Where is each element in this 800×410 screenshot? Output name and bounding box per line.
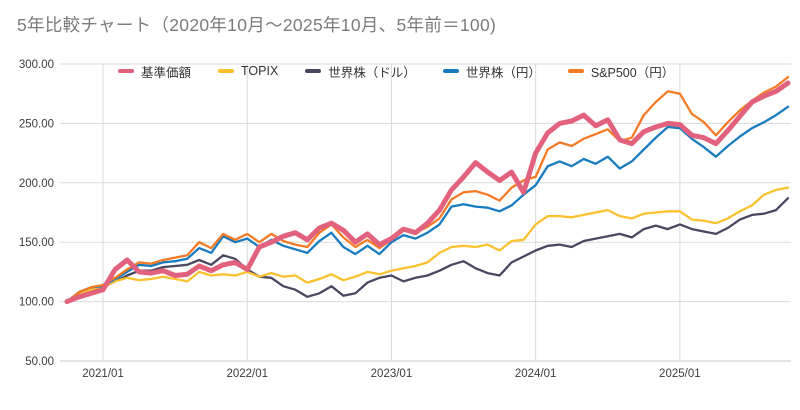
y-axis-tick-label: 300.00 <box>19 59 54 71</box>
y-axis-tick-label: 100.00 <box>19 297 54 309</box>
legend-item-sp500-jpy[interactable]: S&P500（円） <box>567 62 675 81</box>
series-line-世界株（円） <box>65 105 790 303</box>
legend-label: 世界株（円） <box>465 65 541 80</box>
sp500-jpy-series-swatch-icon <box>567 68 584 74</box>
world-jpy-series-swatch-icon <box>442 68 459 74</box>
legend-label: TOPIX <box>241 64 279 78</box>
x-axis-tick-label: 2024/01 <box>515 368 557 380</box>
chart-legend: 基準価額 TOPIX 世界株（ドル） 世界株（円） S&P500（円） <box>118 60 674 82</box>
y-axis-tick-label: 200.00 <box>19 178 54 190</box>
series-line-S&P500（円） <box>65 75 790 303</box>
x-axis-tick-label: 2022/01 <box>226 368 268 380</box>
chart-title: 5年比較チャート（2020年10月～2025年10月、5年前＝100) <box>17 15 497 35</box>
legend-item-fund[interactable]: 基準価額 <box>118 62 191 81</box>
legend-label: S&P500（円） <box>590 65 675 80</box>
legend-item-world-usd[interactable]: 世界株（ドル） <box>305 62 416 81</box>
series-line-TOPIX <box>65 186 790 303</box>
y-axis-tick-label: 50.00 <box>25 356 54 368</box>
legend-label: 世界株（ドル） <box>328 65 416 80</box>
legend-item-world-jpy[interactable]: 世界株（円） <box>442 62 541 81</box>
x-axis-tick-label: 2023/01 <box>371 368 413 380</box>
x-axis-tick-label: 2021/01 <box>82 368 124 380</box>
legend-label: 基準価額 <box>141 65 192 80</box>
x-axis-tick-label: 2025/01 <box>659 368 701 380</box>
world-usd-series-swatch-icon <box>305 68 322 74</box>
y-axis-tick-label: 150.00 <box>19 237 54 249</box>
fund-series-swatch-icon <box>118 68 134 74</box>
topix-series-swatch-icon <box>218 68 235 74</box>
series-line-世界株（ドル） <box>65 197 790 303</box>
y-axis-tick-label: 250.00 <box>19 118 54 130</box>
legend-item-topix[interactable]: TOPIX <box>218 64 278 78</box>
series-line-基準価額 <box>64 80 791 305</box>
